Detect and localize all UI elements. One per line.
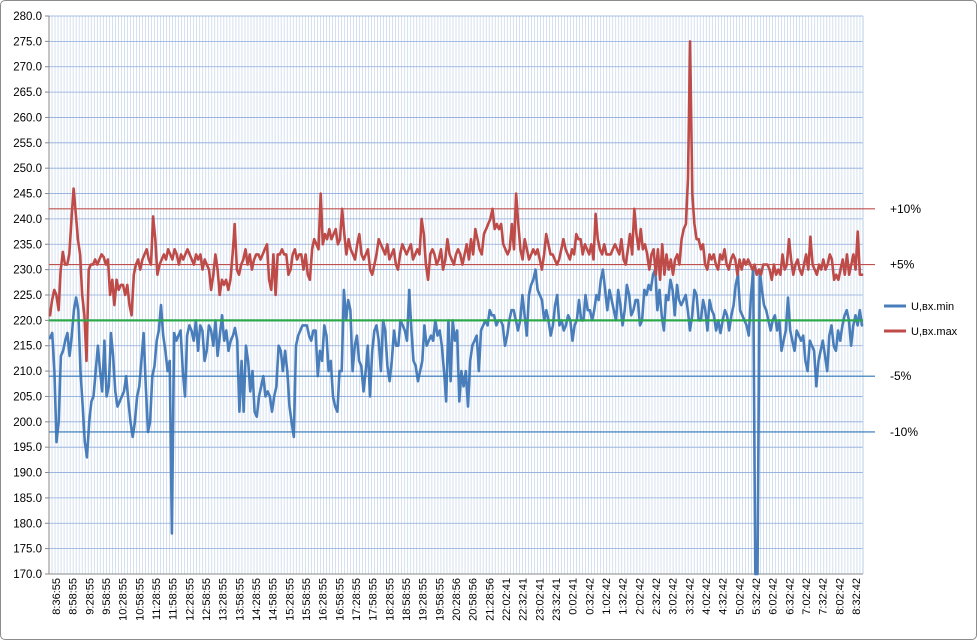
plot-grid — [48, 15, 864, 575]
reference-line-label: +10% — [890, 202, 921, 216]
y-tick-label: 195.0 — [13, 442, 42, 454]
x-tick-label: 22:32:41 — [518, 578, 530, 621]
y-tick-label: 180.0 — [13, 518, 42, 530]
reference-line-label: +5% — [890, 258, 915, 272]
reference-line-label: -10% — [890, 425, 918, 439]
y-tick-label: 245.0 — [13, 189, 42, 201]
y-tick-label: 235.0 — [13, 239, 42, 251]
x-tick-label: 2:32:42 — [651, 578, 663, 615]
y-tick-label: 270.0 — [13, 62, 42, 74]
y-tick-label: 240.0 — [13, 214, 42, 226]
x-tick-label: 4:02:42 — [701, 578, 713, 615]
y-tick-label: 200.0 — [13, 417, 42, 429]
x-tick-label: 20:58:56 — [468, 578, 480, 621]
x-tick-label: 18:28:55 — [384, 578, 396, 621]
x-tick-label: 8:36:55 — [51, 578, 63, 615]
x-tick-label: 10:58:55 — [134, 578, 146, 621]
y-tick-label: 190.0 — [13, 468, 42, 480]
x-tick-label: 16:28:55 — [318, 578, 330, 621]
y-tick-label: 225.0 — [13, 290, 42, 302]
x-tick-label: 9:28:55 — [84, 578, 96, 615]
x-tick-label: 17:58:55 — [368, 578, 380, 621]
x-tick-label: 14:58:55 — [268, 578, 280, 621]
y-tick-label: 280.0 — [13, 11, 42, 23]
x-tick-label: 19:28:55 — [418, 578, 430, 621]
x-tick-label: 8:58:55 — [68, 578, 80, 615]
y-tick-label: 275.0 — [13, 36, 42, 48]
x-tick-label: 5:02:42 — [734, 578, 746, 615]
reference-lines: +10% +5% -5% -10% — [49, 202, 921, 439]
x-tick-label: 3:02:42 — [668, 578, 680, 615]
x-tick-label: 7:02:42 — [801, 578, 813, 615]
x-tick-label: 20:28:56 — [451, 578, 463, 621]
y-tick-label: 255.0 — [13, 138, 42, 150]
x-tick-label: 1:32:42 — [618, 578, 630, 615]
y-tick-label: 175.0 — [13, 544, 42, 556]
x-tick-label: 15:28:55 — [284, 578, 296, 621]
x-tick-label: 12:58:55 — [201, 578, 213, 621]
y-tick-label: 210.0 — [13, 366, 42, 378]
legend: U,вх.min U,вх.max — [884, 301, 958, 338]
series-line — [48, 268, 864, 576]
x-tick-label: 1:02:42 — [601, 578, 613, 615]
y-tick-label: 230.0 — [13, 265, 42, 277]
legend-label: U,вх.max — [911, 326, 958, 338]
y-tick-label: 260.0 — [13, 112, 42, 124]
x-tick-label: 18:58:55 — [401, 578, 413, 621]
y-tick-label: 215.0 — [13, 341, 42, 353]
x-tick-label: 8:02:42 — [834, 578, 846, 615]
x-tick-label: 9:58:55 — [101, 578, 113, 615]
x-tick-label: 3:32:42 — [684, 578, 696, 615]
x-tick-label: 10:28:55 — [118, 578, 130, 621]
x-tick-label: 4:32:42 — [718, 578, 730, 615]
x-tick-label: 2:02:42 — [634, 578, 646, 615]
x-tick-label: 12:28:55 — [184, 578, 196, 621]
x-tick-label: 0:02:41 — [568, 578, 580, 615]
x-tick-label: 11:28:55 — [151, 578, 163, 620]
y-tick-label: 265.0 — [13, 87, 42, 99]
x-tick-label: 0:32:42 — [584, 578, 596, 615]
legend-label: U,вх.min — [911, 301, 954, 313]
x-tick-label: 7:32:42 — [818, 578, 830, 615]
x-tick-label: 15:58:55 — [301, 578, 313, 621]
y-tick-label: 205.0 — [13, 391, 42, 403]
x-tick-label: 22:02:41 — [501, 578, 513, 621]
y-axis: 170.0 175.0 180.0 185.0 190.0 195.0 200.0 205.0… — [13, 11, 50, 581]
x-tick-label: 16:58:55 — [334, 578, 346, 621]
y-tick-label: 250.0 — [13, 163, 42, 175]
x-tick-label: 13:28:55 — [218, 578, 230, 621]
x-tick-label: 19:58:55 — [434, 578, 446, 621]
x-tick-label: 6:32:42 — [784, 578, 796, 615]
x-tick-label: 5:32:42 — [751, 578, 763, 615]
x-tick-label: 8:32:42 — [851, 578, 863, 615]
x-tick-label: 13:58:55 — [234, 578, 246, 621]
y-tick-label: 185.0 — [13, 493, 42, 505]
x-tick-label: 23:02:41 — [534, 578, 546, 621]
x-tick-label: 11:58:55 — [168, 578, 180, 620]
x-tick-label: 14:28:55 — [251, 578, 263, 621]
y-tick-label: 220.0 — [13, 315, 42, 327]
x-axis: 8:36:55 8:58:55 9:28:55 9:58:55 10:28:55 10:5… — [49, 573, 863, 621]
x-tick-label: 17:28:55 — [351, 578, 363, 621]
reference-line-label: -5% — [890, 369, 912, 383]
x-tick-label: 23:32:41 — [551, 578, 563, 621]
x-tick-label: 21:28:56 — [484, 578, 496, 621]
y-tick-label: 170.0 — [13, 569, 42, 581]
x-tick-label: 6:02:42 — [768, 578, 780, 615]
